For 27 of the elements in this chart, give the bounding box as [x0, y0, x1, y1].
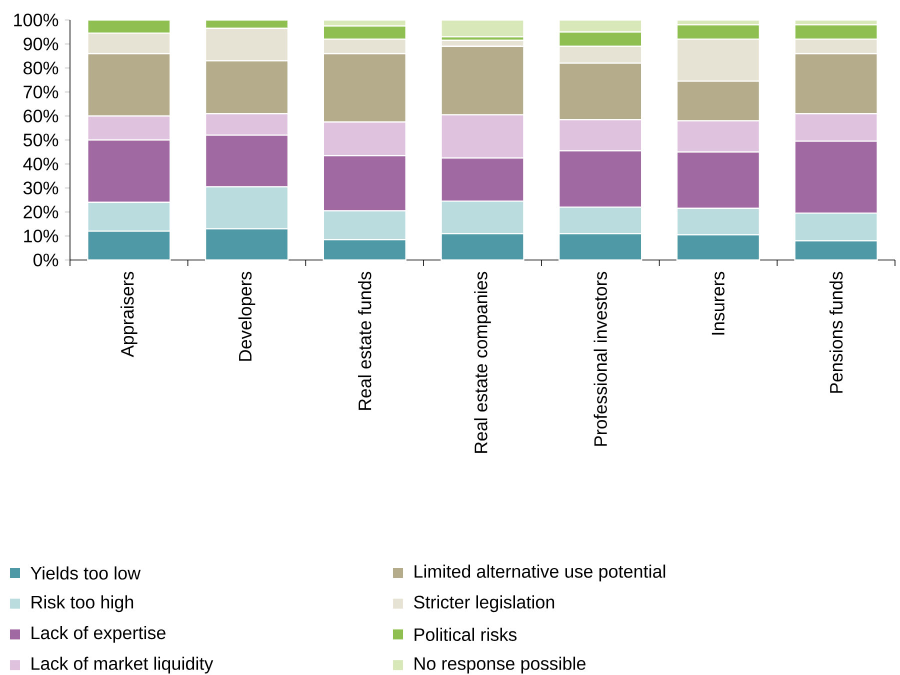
- x-tick-label: Developers: [238, 272, 256, 361]
- y-tick-label: 50%: [23, 134, 58, 146]
- legend-label: Stricter legislation: [414, 595, 554, 612]
- y-tick-label: 70%: [24, 86, 58, 98]
- y-tick-label: 100%: [14, 14, 58, 26]
- legend-label: Lack of expertise: [32, 626, 166, 643]
- y-tick-label: 90%: [24, 38, 58, 50]
- legend-label: Limited alternative use potential: [414, 564, 666, 582]
- legend-label: Lack of market liquidity: [32, 656, 214, 674]
- x-tick-label: Pensions funds: [829, 272, 843, 393]
- x-tick-label: Insurers: [712, 272, 724, 335]
- y-tick-label: 80%: [24, 62, 58, 74]
- y-tick-label: 30%: [23, 182, 58, 194]
- x-tick-label: Appraisers: [120, 272, 138, 358]
- legend-label: Risk too high: [32, 595, 134, 612]
- y-tick-label: 0%: [33, 254, 58, 266]
- x-tick-label: Real estate funds: [358, 272, 372, 410]
- y-tick-label: 10%: [24, 230, 58, 242]
- bar: [440, 19, 524, 38]
- y-tick-label: 40%: [23, 158, 58, 170]
- y-tick-label: 20%: [24, 206, 58, 218]
- legend-label: Yields too low: [30, 566, 141, 580]
- x-tick-label: Professional investors: [594, 272, 607, 446]
- x-tick-label: Real estate companies: [474, 272, 491, 453]
- y-tick-label: 60%: [24, 110, 58, 122]
- legend-label: No response possible: [414, 656, 586, 674]
- legend-label: Political risks: [414, 628, 517, 642]
